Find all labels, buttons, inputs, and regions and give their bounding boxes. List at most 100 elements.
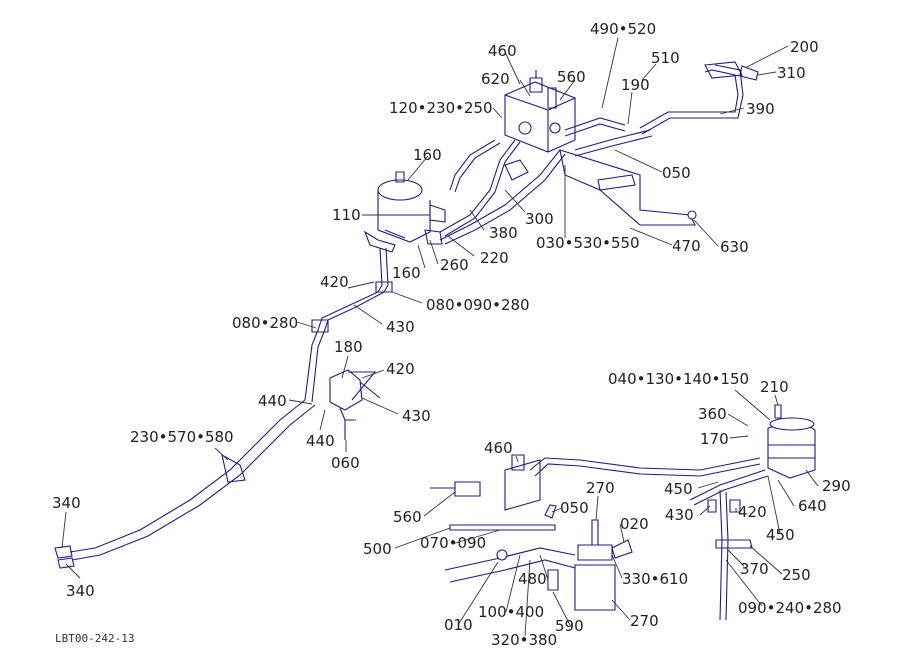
pump-top <box>377 179 423 201</box>
callout-050: 050 <box>662 164 691 182</box>
callout-080-280: 080•280 <box>232 314 298 332</box>
callout-310: 310 <box>777 64 806 82</box>
pump-body-110 <box>377 190 431 243</box>
callout-480: 480 <box>518 570 547 588</box>
fitting-160 <box>429 204 446 223</box>
callout-160: 160 <box>413 146 442 164</box>
callout-380: 380 <box>489 224 518 242</box>
part-060 <box>339 407 356 440</box>
fittings-340 <box>54 545 75 569</box>
clamp-580 <box>221 453 246 483</box>
motor-ribs <box>768 444 815 459</box>
fitting-210 <box>774 404 782 419</box>
bracket-470 <box>559 149 696 226</box>
valve-stem <box>547 87 557 109</box>
callout-560b: 560 <box>393 508 422 526</box>
valve-block-edges <box>504 94 576 152</box>
pump-cap <box>395 171 405 183</box>
callout-080-090-280: 080•090•280 <box>426 296 530 314</box>
callout-220: 220 <box>480 249 509 267</box>
fitting-020 <box>611 539 633 559</box>
callout-440b: 440 <box>306 432 335 450</box>
pipe-370 <box>719 489 729 621</box>
filter-head-270 <box>577 544 613 561</box>
diagram-code: LBT00-242-13 <box>55 632 134 645</box>
callout-160b: 160 <box>392 264 421 282</box>
filter-element-270 <box>574 564 616 611</box>
callout-070-090: 070•090 <box>420 534 486 552</box>
leader-lines <box>61 37 819 637</box>
callout-470: 470 <box>672 237 701 255</box>
callout-040-130-140-150: 040•130•140•150 <box>608 370 749 388</box>
callout-360: 360 <box>698 405 727 423</box>
upper-assembly <box>54 61 759 569</box>
hose-450b <box>689 469 769 506</box>
callout-330-610: 330•610 <box>622 570 688 588</box>
callout-060: 060 <box>331 454 360 472</box>
fitting-200 <box>704 61 743 79</box>
callout-440: 440 <box>258 392 287 410</box>
pipe-420-430 <box>304 247 389 403</box>
fitting-050b <box>544 504 557 519</box>
hose-190 <box>564 117 626 137</box>
lower-assembly <box>430 404 816 621</box>
valve-block-body <box>504 81 576 153</box>
pipe-390 <box>639 64 744 135</box>
callout-260: 260 <box>440 256 469 274</box>
hose-230 <box>69 399 316 561</box>
callout-190: 190 <box>621 76 650 94</box>
block-300 <box>504 159 529 181</box>
callout-390: 390 <box>746 100 775 118</box>
hose-450a <box>529 457 761 477</box>
callout-300: 300 <box>525 210 554 228</box>
fitting-310 <box>739 65 759 81</box>
callout-340: 340 <box>52 494 81 512</box>
callout-320-380: 320•380 <box>491 631 557 649</box>
tee-180 <box>329 369 363 411</box>
callout-450: 450 <box>664 480 693 498</box>
callout-430c: 430 <box>665 506 694 524</box>
callout-370: 370 <box>740 560 769 578</box>
callout-labels: 460 490•520 200 510 620 560 310 190 120•… <box>52 20 851 649</box>
fitting-270 <box>591 519 599 546</box>
hose-160 <box>449 139 501 193</box>
callout-200: 200 <box>790 38 819 56</box>
callout-460: 460 <box>488 42 517 60</box>
fitting-560 <box>430 481 481 497</box>
callout-010: 010 <box>444 616 473 634</box>
callout-290: 290 <box>822 477 851 495</box>
fitting-260 <box>424 229 443 245</box>
plate-500 <box>449 524 556 531</box>
callout-340b: 340 <box>66 582 95 600</box>
callout-110: 110 <box>332 206 361 224</box>
callout-630: 630 <box>720 238 749 256</box>
ring-010 <box>496 549 508 561</box>
callout-560: 560 <box>557 68 586 86</box>
fitting-080b <box>311 319 329 333</box>
callout-450b: 450 <box>766 526 795 544</box>
valve-cap <box>511 454 525 471</box>
fitting-420 <box>729 499 741 513</box>
bracket-480 <box>444 547 576 583</box>
callout-170: 170 <box>700 430 729 448</box>
callout-510: 510 <box>651 49 680 67</box>
callout-430b: 430 <box>402 407 431 425</box>
callout-620: 620 <box>481 70 510 88</box>
fitting-590 <box>547 569 559 591</box>
callout-500: 500 <box>363 540 392 558</box>
callout-270: 270 <box>586 479 615 497</box>
valve-port <box>518 121 532 135</box>
callout-490-520: 490•520 <box>590 20 656 38</box>
callout-230-570-580: 230•570•580 <box>130 428 234 446</box>
callout-100-400: 100•400 <box>478 603 544 621</box>
callout-120-230-250: 120•230•250 <box>389 99 493 117</box>
hose-380 <box>439 139 521 237</box>
callout-420c: 420 <box>738 503 767 521</box>
pump-ribs <box>380 214 430 239</box>
callout-180: 180 <box>334 338 363 356</box>
callout-420b: 420 <box>386 360 415 378</box>
callout-210: 210 <box>760 378 789 396</box>
bracket-tab <box>597 174 636 191</box>
